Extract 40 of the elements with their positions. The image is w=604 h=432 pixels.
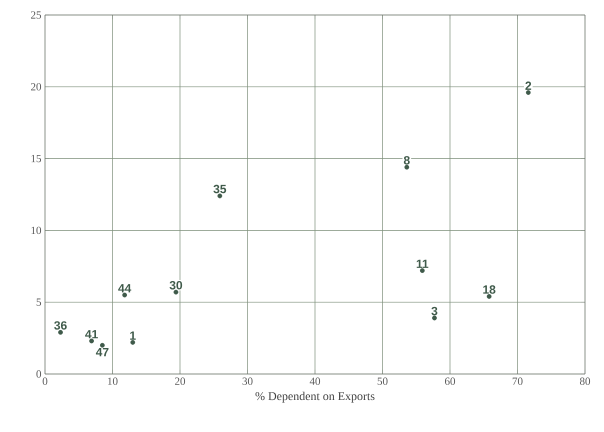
annotation: 8 bbox=[404, 156, 410, 165]
x-tick-label: 80 bbox=[580, 378, 590, 385]
annotation: 18 bbox=[483, 285, 496, 294]
point bbox=[89, 338, 94, 344]
annotation: 11 bbox=[416, 260, 428, 268]
annotation: 36 bbox=[54, 321, 67, 330]
x-tick-label: 40 bbox=[310, 378, 320, 385]
y-tick-label: 15 bbox=[31, 154, 42, 162]
y-tick-label: 25 bbox=[31, 11, 42, 19]
x-tick-label: 10 bbox=[108, 378, 118, 385]
point bbox=[122, 292, 128, 298]
point bbox=[58, 330, 63, 335]
annotation: 47 bbox=[96, 348, 108, 356]
point bbox=[130, 340, 136, 345]
x-axis-title: % Dependent on Exports bbox=[255, 392, 374, 403]
point bbox=[526, 90, 531, 95]
point bbox=[486, 294, 492, 299]
x-tick-label: 70 bbox=[512, 378, 523, 385]
point bbox=[404, 164, 410, 170]
y-tick-label: 5 bbox=[36, 298, 42, 306]
point bbox=[217, 194, 222, 198]
x-tick-label: 20 bbox=[175, 378, 186, 385]
annotation: 3 bbox=[431, 306, 438, 316]
x-tick-label: 30 bbox=[242, 378, 253, 385]
annotation: 2 bbox=[525, 82, 532, 90]
annotation: 30 bbox=[170, 280, 182, 290]
y-tick-label: 20 bbox=[31, 83, 42, 90]
y-tick-label: 10 bbox=[31, 226, 42, 234]
y-tick-label: 0 bbox=[36, 370, 42, 378]
point bbox=[420, 268, 425, 273]
x-tick-label: 50 bbox=[378, 378, 388, 385]
point bbox=[100, 342, 105, 348]
x-tick-label: 60 bbox=[444, 378, 456, 385]
point bbox=[432, 316, 437, 320]
x-tick-label: 0 bbox=[42, 378, 48, 385]
annotation: 41 bbox=[85, 330, 98, 338]
point bbox=[174, 290, 178, 295]
annotation: 1 bbox=[130, 332, 136, 340]
annotation: 35 bbox=[213, 184, 226, 194]
annotation: 44 bbox=[118, 284, 132, 292]
